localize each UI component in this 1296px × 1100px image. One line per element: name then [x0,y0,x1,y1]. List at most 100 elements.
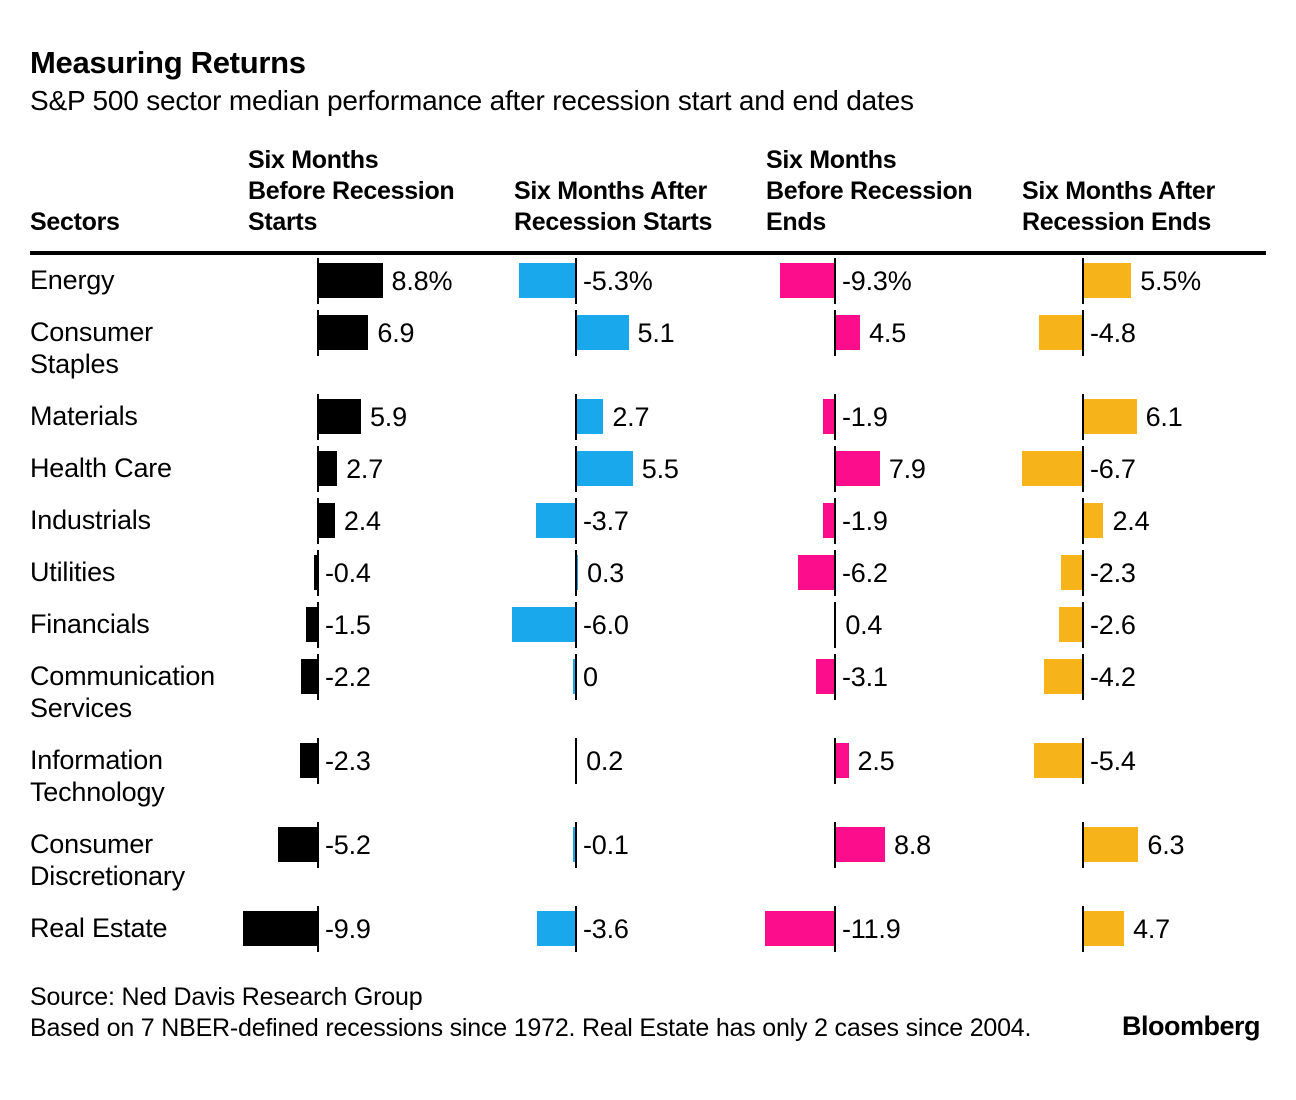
baseline-tick [834,822,836,868]
value-label: 6.9 [377,318,415,348]
bar-cell: 8.8% [248,255,514,307]
bar-cell: -6.2 [766,547,1022,599]
bar [798,555,834,590]
bar-cell: 8.8 [766,819,1022,871]
bar-cell: -9.9 [243,903,514,955]
sector-label: Health Care [30,453,172,483]
bar [1082,911,1125,946]
note-text: Based on 7 NBER-defined recessions since… [30,1014,1032,1042]
table-row: Communication Services -2.2 0 -3.1 -4.2 [30,651,1266,735]
value-label: 4.7 [1133,914,1170,944]
value-label: -5.3% [583,266,653,296]
table-row: Health Care 2.7 5.5 7.9 -6.7 [30,443,1266,495]
bar [575,315,629,350]
bar [1039,315,1082,350]
value-label: -6.0 [583,610,629,640]
bar [519,263,575,298]
baseline-tick [575,602,577,648]
bar [1022,451,1082,486]
bar [1082,503,1104,538]
baseline-tick [1082,654,1084,700]
bar [834,827,886,862]
value-label: -1.9 [842,506,888,536]
bar [512,607,575,642]
baseline-tick [1082,602,1084,648]
bar [780,263,834,298]
value-label: 5.1 [637,318,675,348]
chart-rows: Energy 8.8% -5.3% -9.3% 5.5% Consumer Staples… [30,255,1266,955]
column-header-after-recession-ends: Six Months After Recession Ends [1022,177,1215,236]
baseline-tick [317,258,319,304]
baseline-tick [317,394,319,440]
value-label: -5.2 [325,830,371,860]
bar-cell: 2.7 [514,391,766,443]
bar-cell: 5.1 [514,307,766,359]
baseline-tick [575,258,577,304]
value-label: 5.5 [641,454,679,484]
baseline-tick [575,446,577,492]
sector-label: Real Estate [30,913,168,943]
bar-cell: -6.7 [1022,443,1266,495]
sector-label: Energy [30,265,115,295]
value-label: -6.2 [842,558,888,588]
baseline-tick [1082,550,1084,596]
baseline-tick [834,446,836,492]
value-label: 0.3 [587,558,625,588]
value-label: 0.2 [586,746,624,776]
bar [1033,743,1082,778]
bar [1061,555,1082,590]
bar [299,743,317,778]
table-row: Information Technology -2.3 0.2 2.5 -5.4 [30,735,1266,819]
value-label: -5.4 [1090,746,1136,776]
baseline-tick [575,654,577,700]
bar-cell: 2.4 [248,495,514,547]
baseline-tick [317,498,319,544]
bar [1082,827,1139,862]
baseline-tick [575,394,577,440]
value-label: -0.4 [325,558,371,588]
baseline-tick [575,822,577,868]
bar-cell: -11.9 [764,903,1022,955]
bar [575,451,633,486]
baseline-tick [834,310,836,356]
bar-cell: 6.3 [1022,819,1266,871]
page-subtitle: S&P 500 sector median performance after … [30,85,914,116]
bar-cell: -2.3 [248,735,514,787]
bar-cell: -2.6 [1022,599,1266,651]
bar-cell: -1.5 [248,599,514,651]
value-label: 4.5 [869,318,907,348]
value-label: 7.9 [888,454,926,484]
bar [816,659,834,694]
value-label: -9.9 [325,914,371,944]
bar [317,263,383,298]
bar-cell: 2.7 [248,443,514,495]
footer: Source: Ned Davis Research Group Based o… [30,982,1266,1044]
baseline-tick [834,550,836,596]
bar [317,451,338,486]
baseline-tick [317,446,319,492]
value-label: -1.5 [325,610,371,640]
baseline-tick [575,906,577,952]
baseline-tick [317,550,319,596]
value-label: 5.5% [1140,266,1201,296]
bar [1058,607,1082,642]
bar-cell: -3.6 [514,903,766,955]
value-label: -2.2 [325,662,371,692]
bar-cell: -0.4 [248,547,514,599]
column-header-before-recession-ends: Six Months Before Recession Ends [766,146,973,236]
bar-cell: -1.9 [766,391,1022,443]
bar-cell: 4.7 [1022,903,1266,955]
value-label: 5.9 [369,402,407,432]
sector-label: Consumer Staples [30,317,153,379]
bar [317,399,361,434]
bar-cell: -3.1 [766,651,1022,703]
value-label: 8.8 [894,830,931,860]
bloomberg-logo: Bloomberg [1121,1011,1261,1041]
table-row: Real Estate -9.9 -3.6 -11.9 4.7 [30,903,1266,955]
table-row: Materials 5.9 2.7 -1.9 6.1 [30,391,1266,443]
baseline-tick [1082,738,1084,784]
bar [573,659,575,694]
bar-cell: -2.2 [248,651,514,703]
baseline-tick [575,310,577,356]
